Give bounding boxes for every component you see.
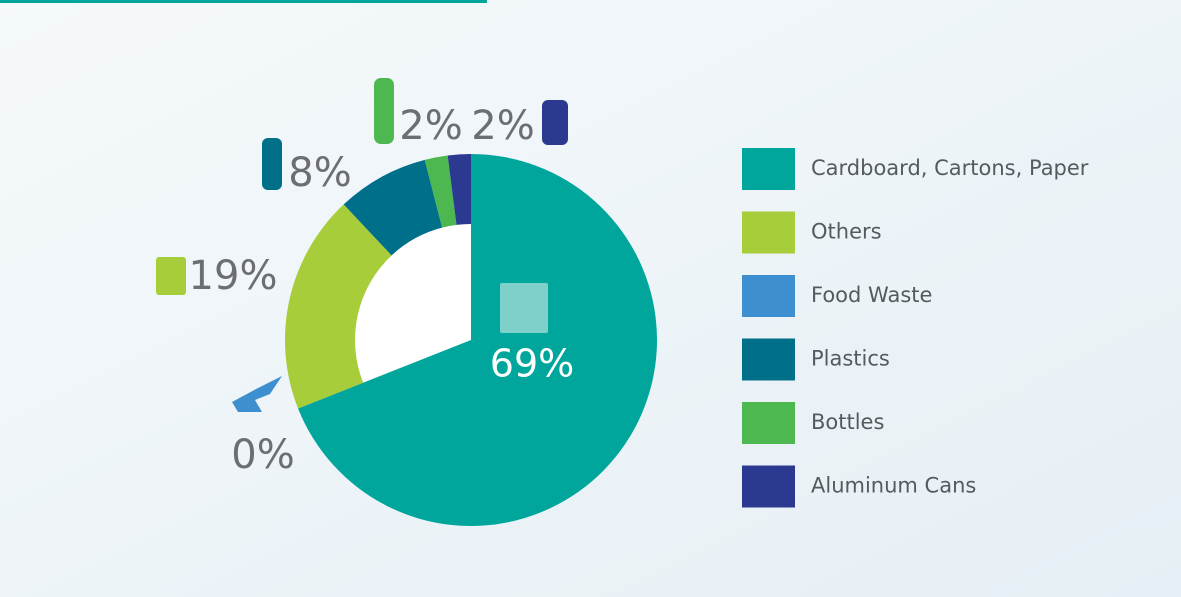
hand-icon	[232, 376, 282, 412]
trash-icon	[156, 257, 186, 295]
donut-segment	[298, 154, 658, 526]
legend-label: Aluminum Cans	[811, 474, 976, 498]
value-label: 19%	[189, 253, 278, 299]
legend-swatch	[742, 402, 795, 444]
legend-swatch	[742, 338, 795, 381]
legend-swatch	[742, 275, 795, 317]
glass-bottle-icon	[374, 78, 394, 144]
value-label: 2%	[471, 103, 534, 149]
legend-label: Food Waste	[811, 283, 932, 307]
legend-swatch	[742, 148, 795, 190]
value-label: 8%	[288, 150, 351, 196]
value-label: 2%	[399, 103, 462, 149]
legend-swatch	[742, 465, 795, 508]
donut-segment	[424, 155, 457, 228]
legend-label: Plastics	[811, 347, 890, 371]
box-icon	[500, 283, 548, 333]
top-accent	[0, 0, 487, 3]
can-icon	[542, 100, 568, 145]
donut-segment	[447, 154, 471, 225]
value-label: 69%	[490, 342, 574, 386]
donut-segment	[343, 159, 443, 256]
legend-swatch	[742, 211, 795, 254]
value-label: 0%	[231, 432, 294, 478]
legend-label: Bottles	[811, 410, 884, 434]
legend-label: Others	[811, 220, 882, 244]
legend-label: Cardboard, Cartons, Paper	[811, 156, 1089, 180]
donut-segment	[285, 204, 392, 409]
bottle-icon	[262, 138, 282, 190]
